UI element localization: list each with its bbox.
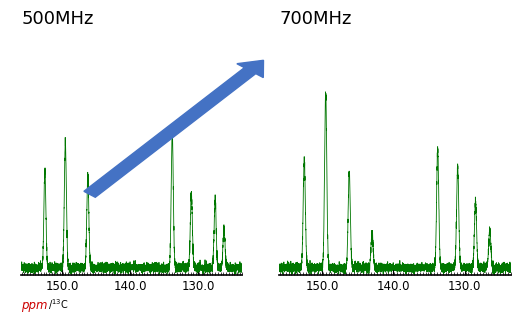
Text: 500MHz: 500MHz xyxy=(21,10,93,28)
FancyArrow shape xyxy=(84,60,264,197)
Text: 700MHz: 700MHz xyxy=(279,10,352,28)
Text: /$^{13}$C: /$^{13}$C xyxy=(48,297,69,312)
Text: ppm: ppm xyxy=(21,298,47,312)
